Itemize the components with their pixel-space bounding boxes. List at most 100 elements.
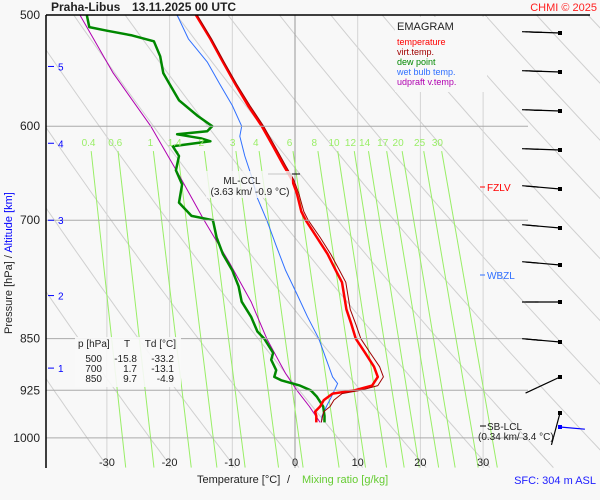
surface-elevation: SFC: 304 m ASL [514,475,596,487]
mixing-ratio-line [353,151,405,468]
barb-staff [535,262,561,266]
altitude-tick-label: 5 [58,62,64,73]
y-axis-label: Pressure [hPa] / Altitude [km] [3,192,15,334]
mixing-ratio-label: 20 [393,138,405,149]
mixing-ratio-line [117,151,155,468]
barb-staff [552,412,561,438]
pressure-tick-label: 700 [20,213,40,227]
mixing-ratio-label: 1.4 [168,138,182,149]
legend-item: virt.temp. [397,47,434,57]
temperature-tick-label: 0 [292,457,298,469]
barb-feather [550,436,555,446]
table-cell: 9.7 [123,374,137,385]
mixing-ratio-line [386,151,440,468]
sounding-datetime: 13.11.2025 00 UTC [132,0,236,14]
sb-lcl-label: SB-LCL [487,422,522,433]
ml-ccl-detail: (3.63 km/ -0.9 °C) [210,187,289,198]
dry-adiabat [73,15,427,468]
barb-staff [534,148,561,151]
dry-adiabat [46,126,300,468]
mixing-ratio-line [258,151,304,468]
barb-feather [525,185,539,188]
mixing-ratio-label: 4 [253,138,259,149]
barb-feather [525,387,538,394]
copyright: CHMI © 2025 [530,2,597,14]
wind-barb [522,300,562,304]
table-cell: 700 [85,364,102,375]
mixing-ratio-label: 0.4 [82,138,96,149]
dry-adiabat [484,15,600,141]
x-axis-label-mixing-ratio: Mixing ratio [g/kg] [302,474,388,486]
pressure-tick-label: 500 [20,8,40,22]
pressure-tick-label: 925 [20,383,40,397]
mixing-ratio-label: 14 [359,138,371,149]
mixing-ratio-line [423,151,479,468]
mixing-ratio-line [235,151,280,468]
pressure-tick-label: 1000 [13,431,40,445]
chart-title: EMAGRAM [397,21,454,33]
dry-adiabat [46,49,363,468]
wind-barb [550,411,562,446]
barb-staff [537,376,561,389]
table-cell: 500 [85,354,102,365]
y-axis-label-altitude: Altitude [km] [3,192,15,253]
plot-area [46,15,600,468]
ml-ccl-label: ML-CCL [223,176,261,187]
fzlv-label: FZLV [487,183,511,194]
barb-staff [559,426,585,430]
sb-lcl-detail: (0.34 km/ 3.4 °C) [478,432,554,443]
dry-adiabat [433,15,600,200]
dry-adiabat [46,377,109,468]
temperature-tick-label: 10 [352,457,364,469]
wind-barb [522,338,562,344]
dew-point-line [85,15,326,423]
dry-adiabat [46,290,173,468]
barb-feather [525,224,539,227]
dry-adiabat [279,15,600,385]
mixing-ratio-line [90,151,127,468]
mixing-ratio-label: 2 [198,138,204,149]
table-cell: 1.7 [123,364,137,375]
mixing-ratio-label: 1 [148,138,154,149]
wet-bulb-temp-line [176,15,339,423]
barb-feather [534,339,543,342]
wind-barb [522,109,562,113]
barb-staff [535,225,561,229]
station-name: Praha-Libus [51,0,121,14]
surface-wind-barb [558,425,585,430]
wind-barb [522,185,562,191]
wind-barb [522,261,562,267]
wind-barb [522,31,562,35]
mixing-ratio-label: 30 [432,138,444,149]
altitude-tick-label: 4 [58,139,64,150]
mixing-ratio-line [317,151,367,468]
mixing-ratio-label: 0.6 [108,138,122,149]
temperature-tick-label: -20 [162,457,178,469]
table-cell: -15.8 [114,354,137,365]
temperature-tick-label: 30 [477,457,489,469]
mixing-ratio-label: 8 [312,138,318,149]
table-header: p [hPa] [78,339,110,350]
table-header: T [124,339,130,350]
y-axis-label-pressure: Pressure [hPa] [3,258,15,334]
pressure-tick-label: 850 [20,332,40,346]
temperature-tick-label: 20 [414,457,426,469]
dry-adiabat [587,15,600,29]
ml-ccl-bg [206,171,292,198]
table-cell: -4.9 [157,374,175,385]
mixing-ratio-line [337,151,388,468]
table-header: Td [°C] [145,339,176,350]
wind-barb [525,375,562,394]
altitude-tick-label: 3 [58,216,64,227]
x-axis-label: Temperature [°C] [197,474,280,486]
barb-feather [525,261,539,264]
mixing-ratio-label: 17 [377,138,389,149]
data-table-bg [75,337,181,387]
mixing-ratio-line [367,151,420,468]
dry-adiabat [381,15,600,260]
dry-adiabat [176,15,554,468]
mixing-ratio-line [441,151,498,468]
legend-item: temperature [397,37,446,47]
